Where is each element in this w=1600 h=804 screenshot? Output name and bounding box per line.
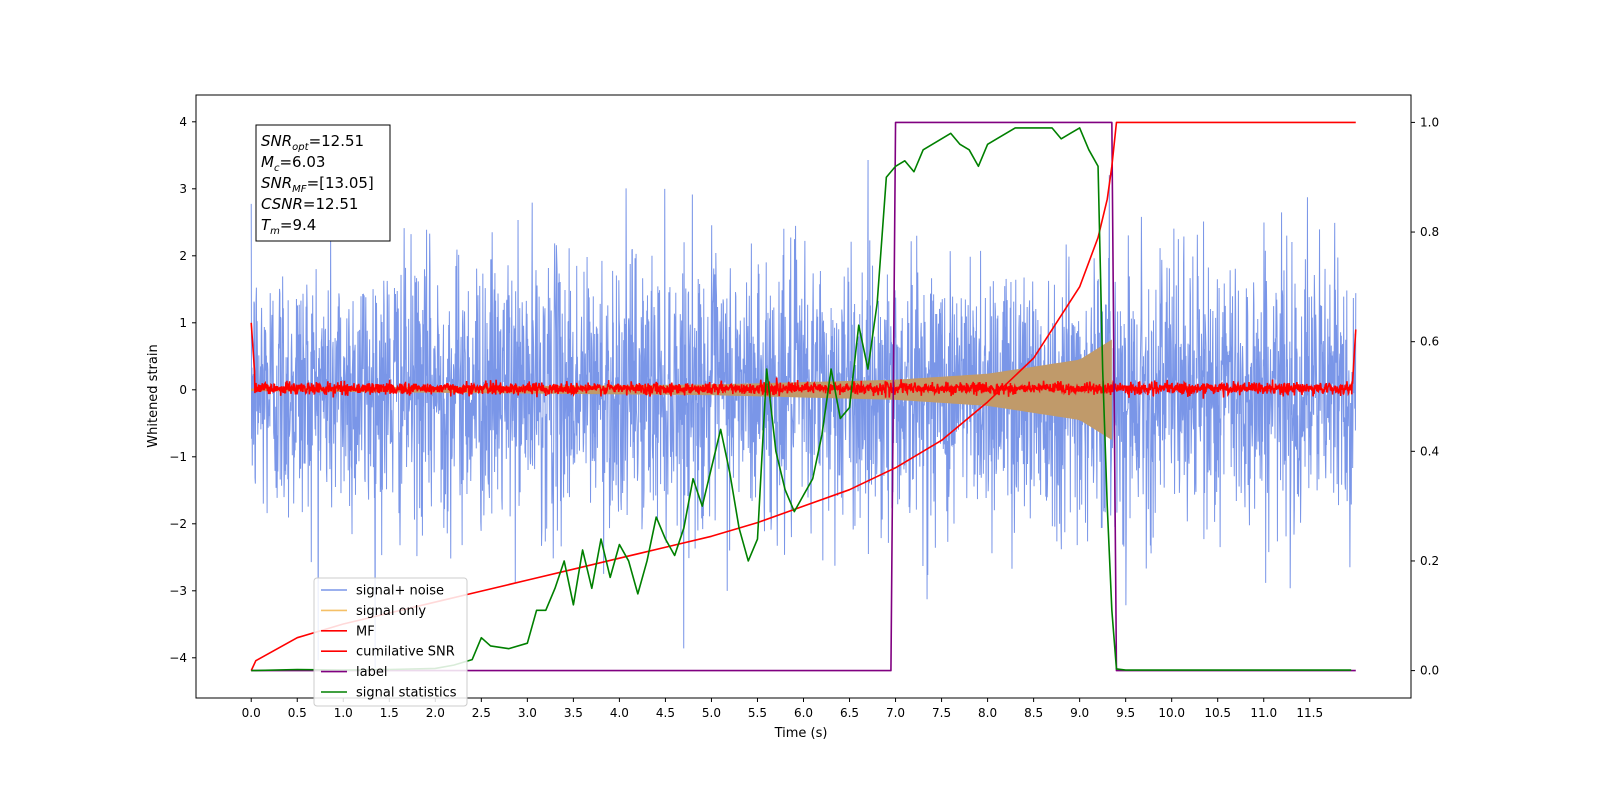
legend-entry: cumilative SNR bbox=[356, 645, 455, 660]
y-left-tick-label: −2 bbox=[169, 517, 187, 531]
y-axis-label: Whitened strain bbox=[146, 344, 161, 447]
x-tick-label: 10.0 bbox=[1158, 706, 1185, 720]
y-left-tick-label: 2 bbox=[179, 249, 187, 263]
x-tick-label: 8.0 bbox=[978, 706, 997, 720]
y-left-tick-label: 4 bbox=[179, 115, 187, 129]
legend-entry: signal statistics bbox=[356, 686, 457, 701]
x-tick-label: 4.5 bbox=[656, 706, 675, 720]
y-right-tick-label: 0.8 bbox=[1420, 225, 1439, 239]
series-mf bbox=[250, 322, 1357, 399]
annotation-box: SNRopt=12.51Mc=6.03SNRMF=[13.05]CSNR=12.… bbox=[255, 124, 391, 242]
x-tick-label: 4.0 bbox=[610, 706, 629, 720]
x-tick-label: 6.5 bbox=[840, 706, 859, 720]
legend-entry: signal+ noise bbox=[356, 584, 444, 599]
x-tick-label: 11.0 bbox=[1250, 706, 1277, 720]
x-tick-label: 1.5 bbox=[380, 706, 399, 720]
x-tick-label: 2.0 bbox=[426, 706, 445, 720]
series-signal-noise bbox=[250, 159, 1357, 668]
legend-frame bbox=[313, 577, 468, 707]
x-tick-label: 5.0 bbox=[702, 706, 721, 720]
x-tick-label: 5.5 bbox=[748, 706, 767, 720]
y-right-tick-label: 1.0 bbox=[1420, 115, 1439, 129]
y-right-tick-label: 0.0 bbox=[1420, 664, 1439, 678]
y-right-tick-label: 0.4 bbox=[1420, 444, 1439, 458]
series-signal-statistics bbox=[251, 127, 1352, 672]
y-left-tick-label: −3 bbox=[169, 584, 187, 598]
annotation-line: Tm=9.4 bbox=[261, 216, 316, 237]
y-right-tick-label: 0.2 bbox=[1420, 554, 1439, 568]
legend-entry: signal only bbox=[356, 604, 426, 619]
x-axis: 0.0 0.5 1.0 1.5 2.0 2.5 3.0 3.5 4.0 4.5 5.0 5.5 6.0 6… bbox=[242, 698, 1323, 720]
x-tick-label: 1.0 bbox=[334, 706, 353, 720]
annotation-line: SNRMF=[13.05] bbox=[261, 174, 374, 195]
x-tick-label: 2.5 bbox=[472, 706, 491, 720]
legend: signal+ noise signal only MF cumilative SNR… bbox=[313, 577, 468, 707]
x-tick-label: 3.5 bbox=[564, 706, 583, 720]
annotation-line: CSNR=12.51 bbox=[261, 195, 358, 213]
y-axis-left: −4 −3 −2 −1 0 1 2 3 4 bbox=[169, 115, 196, 665]
x-tick-label: 0.0 bbox=[242, 706, 261, 720]
annotation-line: Mc=6.03 bbox=[261, 153, 325, 174]
x-tick-label: 10.5 bbox=[1204, 706, 1231, 720]
legend-entry: label bbox=[356, 665, 387, 680]
annotation-frame bbox=[255, 124, 391, 242]
y-left-tick-label: 3 bbox=[179, 182, 187, 196]
x-tick-label: 7.5 bbox=[932, 706, 951, 720]
y-left-tick-label: −4 bbox=[169, 651, 187, 665]
y-left-tick-label: −1 bbox=[169, 450, 187, 464]
x-tick-label: 0.5 bbox=[288, 706, 307, 720]
plot-data bbox=[250, 121, 1357, 672]
x-tick-label: 7.0 bbox=[886, 706, 905, 720]
y-right-tick-label: 0.6 bbox=[1420, 335, 1439, 349]
legend-entry: MF bbox=[356, 624, 375, 639]
x-tick-label: 9.5 bbox=[1116, 706, 1135, 720]
annotation-line: SNRopt=12.51 bbox=[261, 132, 364, 153]
y-left-tick-label: 0 bbox=[179, 383, 187, 397]
x-axis-label: Time (s) bbox=[774, 726, 828, 741]
x-tick-label: 11.5 bbox=[1296, 706, 1323, 720]
y-left-tick-label: 1 bbox=[179, 316, 187, 330]
x-tick-label: 3.0 bbox=[518, 706, 537, 720]
x-tick-label: 6.0 bbox=[794, 706, 813, 720]
y-axis-right: 0.0 0.2 0.4 0.6 0.8 1.0 bbox=[1411, 115, 1439, 678]
x-tick-label: 9.0 bbox=[1070, 706, 1089, 720]
x-tick-label: 8.5 bbox=[1024, 706, 1043, 720]
